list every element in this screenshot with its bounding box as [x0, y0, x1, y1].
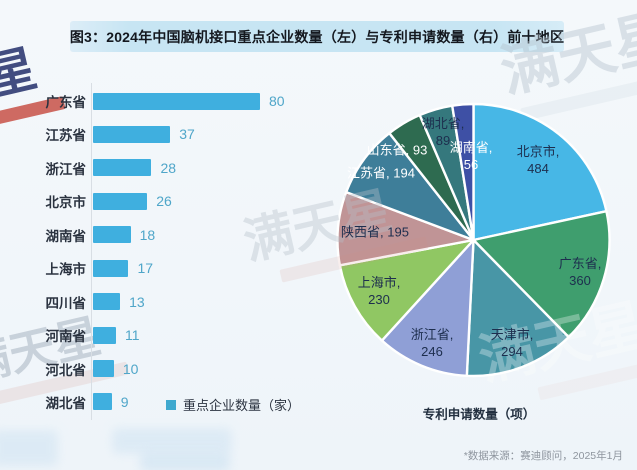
bar — [93, 360, 114, 377]
pie-slice-天津市 — [465, 238, 570, 378]
pie-slice-上海市 — [338, 238, 475, 342]
bar-row: 北京市 26 — [38, 185, 318, 217]
pie-title: 专利申请数量（项） — [422, 407, 536, 422]
pie-slice-北京市 — [472, 102, 608, 242]
bar-row: 浙江省 28 — [38, 152, 318, 184]
pie-slice-label-天津市: 天津市, 294 — [490, 327, 534, 359]
bar-category-label: 四川省 — [45, 295, 87, 311]
bar — [93, 393, 112, 411]
watermark-smudge — [0, 430, 58, 466]
bar-category-label: 浙江省 — [45, 161, 87, 177]
bar-row: 江苏省 37 — [38, 118, 318, 150]
bar — [93, 92, 260, 110]
page-title: 图3：2024年中国脑机接口重点企业数量（左）与专利申请数量（右）前十地区 — [69, 28, 565, 45]
bar-row: 河南省 11 — [38, 319, 318, 351]
bar-category-label: 河南省 — [45, 329, 87, 345]
bar-category-label: 北京市 — [45, 195, 87, 211]
bar-axis-line — [91, 83, 92, 420]
bar-row: 上海市 17 — [38, 252, 318, 284]
bar-value-label: 28 — [160, 159, 177, 176]
watermark-smudge — [112, 428, 232, 454]
source-note: *数据来源：赛迪顾问，2025年1月 — [463, 450, 623, 462]
bar-row: 湖南省 18 — [38, 219, 318, 251]
pie-slice-浙江省 — [380, 238, 475, 378]
bar-row: 广东省 80 — [38, 85, 318, 117]
bar-value-label: 18 — [139, 226, 156, 243]
bar — [93, 226, 131, 244]
bar-category-label: 河北省 — [45, 362, 87, 378]
bar-chart-companies: 广东省 80 江苏省 37 浙江省 28 北京市 26 湖南省 18 上海市 17 四川省 13 河南省 11… — [38, 83, 318, 420]
bar-value-label: 10 — [122, 360, 139, 377]
pie-slice-label-江苏省: 江苏省, 194 — [347, 165, 415, 181]
pie-slice-label-上海市: 上海市, 230 — [357, 275, 401, 307]
bar — [93, 125, 171, 143]
bar-category-label: 湖北省 — [45, 395, 87, 411]
watermark-smudge — [140, 452, 230, 470]
bar-value-label: 37 — [179, 126, 195, 143]
legend-label: 重点企业数量（家） — [183, 398, 301, 413]
bar-value-label: 13 — [129, 293, 145, 310]
bar-category-label: 广东省 — [45, 95, 87, 110]
bar — [93, 192, 148, 210]
bar-row: 河北省 10 — [38, 353, 318, 385]
bar-row: 四川省 13 — [38, 286, 318, 318]
bar — [93, 259, 129, 277]
bar-row: 湖北省 9 — [38, 386, 318, 418]
bar-category-label: 湖南省 — [45, 228, 87, 244]
bar — [93, 159, 152, 177]
bar — [93, 326, 116, 344]
bar-legend: 重点企业数量（家） — [166, 395, 300, 414]
pie-chart-patents — [336, 102, 611, 378]
bar-value-label: 17 — [137, 260, 154, 277]
bar-category-label: 上海市 — [45, 262, 87, 278]
pie-slice-label-湖北省: 湖北省, 89 — [421, 116, 465, 148]
pie-slice-label-北京市: 北京市, 484 — [516, 144, 560, 176]
pie-slice-湖南省 — [451, 102, 475, 242]
bar-value-label: 80 — [269, 93, 285, 109]
pie-slice-label-山东省: 山东省, 93 — [366, 142, 428, 158]
bar-value-label: 9 — [120, 393, 129, 410]
legend-swatch-icon — [166, 399, 176, 410]
bar-value-label: 26 — [156, 193, 172, 210]
bar-value-label: 11 — [124, 327, 140, 344]
pie-slice-label-陕西省: 陕西省, 195 — [341, 224, 409, 240]
pie-slice-label-浙江省: 浙江省, 246 — [410, 327, 454, 359]
bar-rows: 广东省 80 江苏省 37 浙江省 28 北京市 26 湖南省 18 上海市 17 四川省 13 河南省 11… — [38, 85, 318, 418]
pie-slice-广东省 — [472, 209, 611, 339]
pie-slice-label-湖南省: 湖南省, 56 — [449, 140, 493, 172]
bar-category-label: 江苏省 — [45, 128, 87, 144]
title-banner: 图3：2024年中国脑机接口重点企业数量（左）与专利申请数量（右）前十地区 — [70, 21, 564, 52]
bar — [93, 293, 121, 311]
pie-slice-label-广东省: 广东省, 360 — [558, 256, 602, 288]
